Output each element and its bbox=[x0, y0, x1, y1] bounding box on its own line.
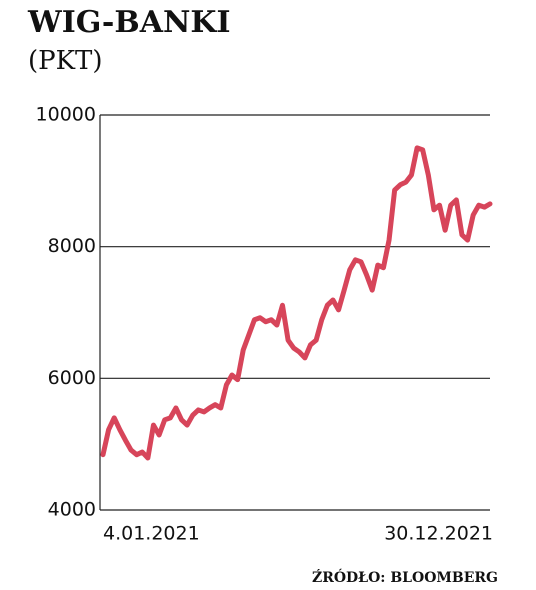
y-tick-label: 10000 bbox=[36, 104, 96, 126]
y-tick-label: 6000 bbox=[48, 367, 96, 389]
chart-subtitle: (PKT) bbox=[28, 46, 103, 76]
x-tick-label: 4.01.2021 bbox=[103, 523, 200, 545]
source: ŹRÓDŁO: BLOOMBERG bbox=[312, 568, 498, 586]
line bbox=[100, 145, 493, 461]
x-tick-label: 30.12.2021 bbox=[384, 523, 493, 545]
chart-title: WIG-BANKI bbox=[27, 5, 231, 40]
y-tick-label: 4000 bbox=[48, 499, 96, 521]
y-tick-label: 8000 bbox=[48, 235, 96, 257]
